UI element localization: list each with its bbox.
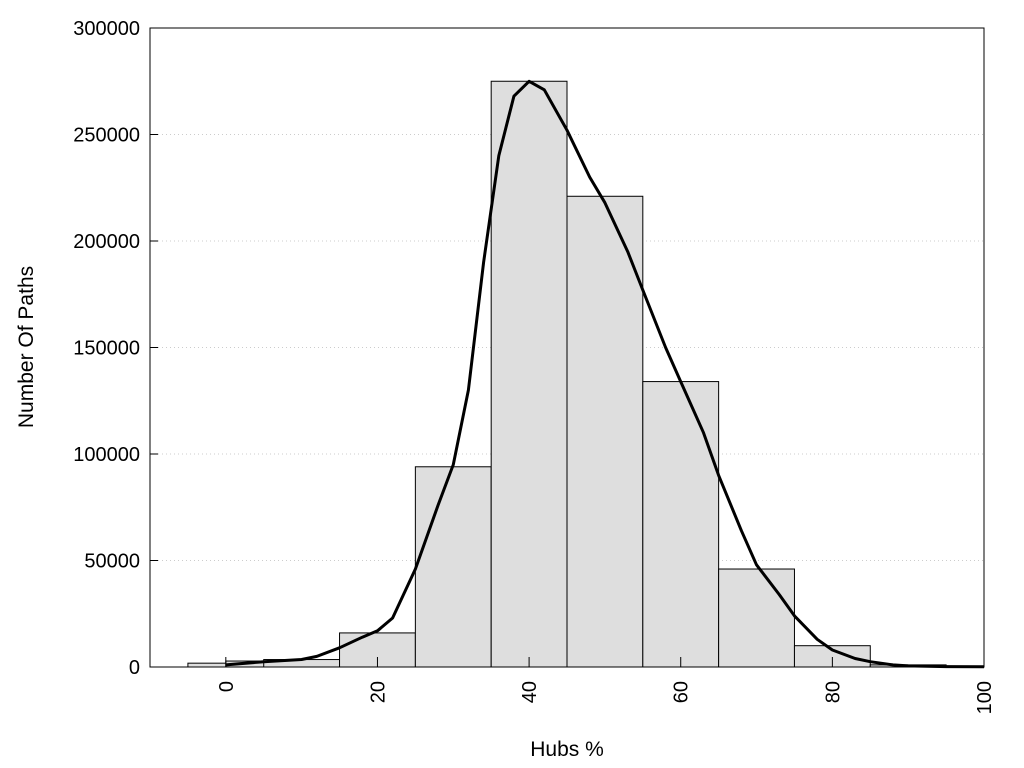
y-tick-label-1: 50000	[84, 551, 140, 573]
bar-7	[642, 381, 720, 668]
density-curve	[225, 79, 985, 669]
x-axis-title: Hubs %	[530, 738, 604, 761]
bars	[187, 80, 947, 668]
y-tick-label-5: 250000	[73, 125, 140, 147]
bar-6	[566, 195, 644, 668]
x-tick-label-0: 0	[216, 681, 238, 692]
x-tick-label-5: 100	[974, 681, 996, 714]
density-curve-layer	[225, 79, 985, 669]
y-tick-label-6: 300000	[73, 18, 140, 40]
y-axis-title: Number Of Paths	[15, 266, 38, 428]
bar-4	[414, 466, 492, 668]
x-tick-label-4: 80	[822, 681, 844, 703]
x-tick-label-2: 40	[519, 681, 541, 703]
x-tick-label-3: 60	[671, 681, 693, 703]
y-axis-ticks: 0 50000 100000 150000 200000 250000 300000	[73, 18, 158, 679]
y-tick-label-0: 0	[129, 657, 140, 679]
bar-8	[718, 568, 795, 668]
bar-5	[490, 80, 568, 668]
y-tick-label-2: 100000	[73, 444, 140, 466]
x-tick-label-1: 20	[367, 681, 389, 703]
y-tick-label-4: 200000	[73, 231, 140, 253]
y-tick-label-3: 150000	[73, 338, 140, 360]
x-axis-ticks: 0 20 40 60 80 100	[216, 657, 996, 714]
